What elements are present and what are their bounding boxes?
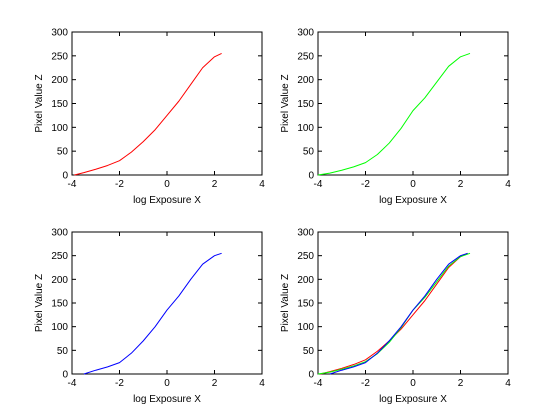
x-axis-label: log Exposure X [133,394,201,405]
y-tick-label: 0 [308,171,314,182]
x-tick-label: 0 [164,179,170,190]
plot-area-frame [317,31,509,176]
chart-panel-4: -4 -2 0 2 4 0 50 100 150 200 250 300 log Exposure X P… [280,228,511,406]
y-tick-label: 200 [51,75,68,86]
y-tick-label: 50 [57,147,69,158]
x-tick-label: 2 [212,378,218,389]
x-axis-label: log Exposure X [379,394,447,405]
chart-panel-3: -4 -2 0 2 4 0 50 100 150 200 250 300 log Exposure X P… [34,228,265,406]
plot-area-frame [71,31,263,176]
series-line-3 [329,252,468,375]
y-tick-label: 150 [51,299,68,310]
y-tick-label: 0 [308,370,314,381]
plot-area-frame [71,231,263,375]
y-tick-label: 100 [51,322,68,333]
y-tick-label: 100 [297,123,314,134]
y-tick-label: 250 [51,51,68,62]
y-tick-label: 300 [51,28,68,39]
chart-panel-1: -4 -2 0 2 4 0 50 100 150 200 250 300 log Exposure X P… [34,28,265,207]
y-tick-label: 100 [297,322,314,333]
y-axis-label: Pixel Value Z [280,74,291,132]
series-line-1 [317,52,471,176]
y-tick-label: 50 [303,346,315,357]
y-tick-label: 300 [51,228,68,239]
x-tick-label: -4 [68,179,77,190]
chart-panel-2: -4 -2 0 2 4 0 50 100 150 200 250 300 log Exposure X P… [280,28,511,207]
series-line-1 [83,252,222,375]
x-tick-label: -4 [68,378,77,389]
y-tick-label: 50 [303,147,315,158]
x-tick-label: 2 [458,179,464,190]
y-tick-label: 50 [57,346,69,357]
y-tick-label: 150 [51,99,68,110]
x-tick-label: -2 [361,179,370,190]
x-tick-label: -2 [115,378,124,389]
plot-area-frame [317,231,509,375]
y-tick-label: 200 [297,275,314,286]
x-tick-label: 4 [259,179,265,190]
x-tick-label: 0 [164,378,170,389]
x-tick-label: -2 [115,179,124,190]
x-tick-label: 0 [410,179,416,190]
x-tick-label: -4 [314,378,323,389]
y-tick-label: 250 [297,251,314,262]
y-tick-label: 250 [51,251,68,262]
y-axis-label: Pixel Value Z [34,74,45,132]
y-axis-label: Pixel Value Z [34,274,45,332]
x-tick-label: -2 [361,378,370,389]
y-tick-label: 200 [51,275,68,286]
y-tick-label: 0 [62,171,68,182]
y-tick-label: 300 [297,28,314,39]
x-tick-label: 4 [505,179,511,190]
x-tick-label: 2 [212,179,218,190]
series-line-1 [320,252,468,375]
series-line-2 [317,252,471,375]
y-tick-label: 150 [297,99,314,110]
y-axis-label: Pixel Value Z [280,274,291,332]
x-axis-label: log Exposure X [379,195,447,206]
x-tick-label: 2 [458,378,464,389]
y-tick-label: 150 [297,299,314,310]
x-axis-label: log Exposure X [133,195,201,206]
y-tick-label: 0 [62,370,68,381]
x-tick-label: 4 [505,378,511,389]
x-tick-label: 4 [259,378,265,389]
y-tick-label: 300 [297,228,314,239]
x-tick-label: 0 [410,378,416,389]
series-line-1 [74,52,222,176]
y-tick-label: 200 [297,75,314,86]
y-tick-label: 250 [297,51,314,62]
y-tick-label: 100 [51,123,68,134]
x-tick-label: -4 [314,179,323,190]
